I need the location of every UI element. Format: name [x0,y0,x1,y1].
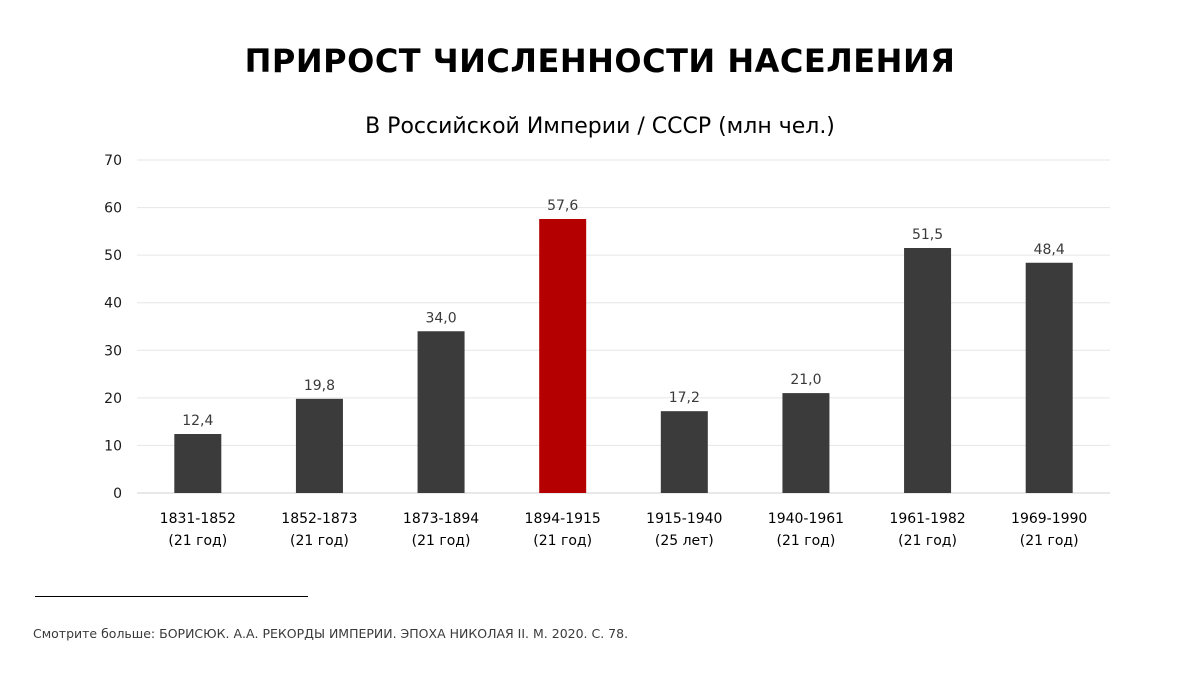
y-tick-label: 40 [104,296,122,312]
x-tick-label: 1873-1894 [403,511,479,527]
x-tick-label: 1831-1852 [160,511,236,527]
y-tick-label: 50 [104,248,122,264]
bar [1025,262,1073,493]
x-tick-label: 1894-1915 [525,511,601,527]
x-tick-sublabel: (21 год) [777,533,836,549]
x-tick-sublabel: (21 год) [533,533,592,549]
x-tick-label: 1969-1990 [1011,511,1087,527]
data-label: 34,0 [425,310,456,326]
footnote-divider [35,596,308,597]
y-tick-label: 70 [104,153,122,169]
x-tick-label: 1961-1982 [889,511,965,527]
data-label: 19,8 [304,378,335,394]
x-tick-sublabel: (21 год) [168,533,227,549]
bar [539,218,587,493]
chart-subtitle: В Российской Империи / СССР (млн чел.) [365,114,835,139]
data-label: 48,4 [1034,242,1065,258]
chart-title: ПРИРОСТ ЧИСЛЕННОСТИ НАСЕЛЕНИЯ [244,42,956,80]
x-tick-label: 1915-1940 [646,511,722,527]
data-label: 51,5 [912,227,943,243]
y-tick-label: 20 [104,391,122,407]
x-tick-sublabel: (21 год) [1020,533,1079,549]
x-tick-label: 1852-1873 [281,511,357,527]
bar [782,393,830,493]
bar [904,248,952,493]
x-tick-sublabel: (21 год) [412,533,471,549]
x-tick-sublabel: (21 год) [290,533,349,549]
data-label: 21,0 [790,372,821,388]
bar [660,411,708,493]
y-tick-label: 30 [104,343,122,359]
x-tick-sublabel: (25 лет) [655,533,714,549]
bar [174,434,222,493]
bar [417,331,465,493]
data-label: 17,2 [669,390,700,406]
x-tick-label: 1940-1961 [768,511,844,527]
y-tick-label: 60 [104,201,122,217]
bar [295,398,343,493]
y-tick-label: 10 [104,438,122,454]
data-label: 12,4 [182,413,213,429]
x-tick-sublabel: (21 год) [898,533,957,549]
data-label: 57,6 [547,198,578,214]
source-note: Смотрите больше: БОРИСЮК. А.А. РЕКОРДЫ И… [33,626,629,641]
y-tick-label: 0 [113,486,122,502]
